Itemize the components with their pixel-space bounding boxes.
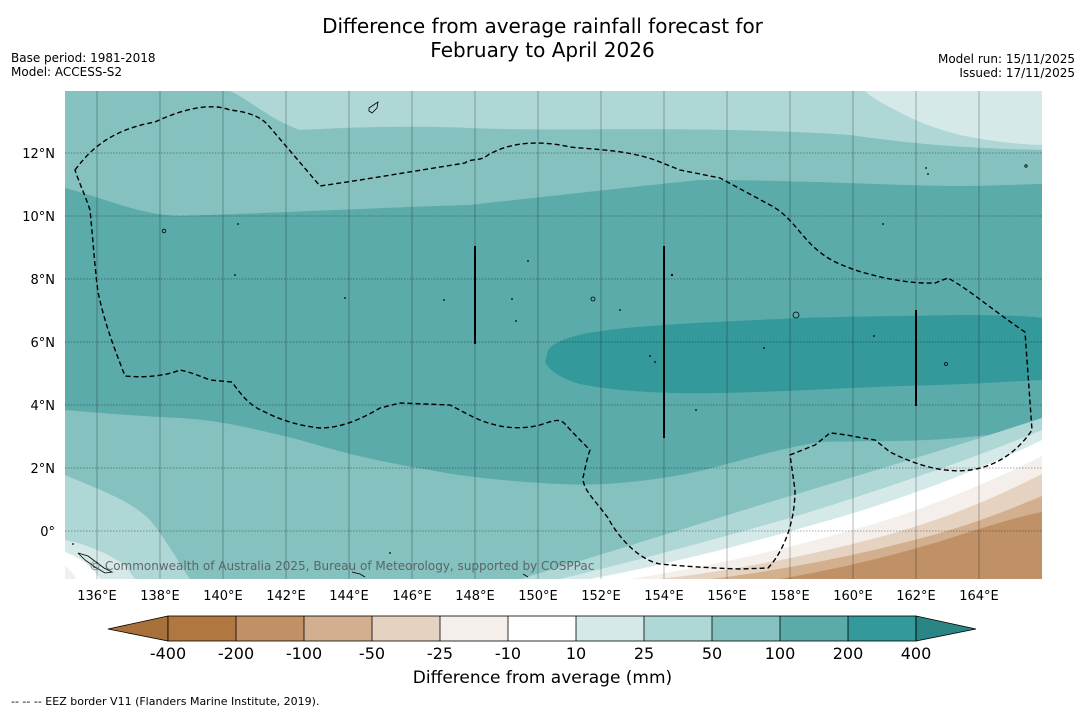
lon-label: 154°E (644, 589, 684, 604)
lat-label: 12°N (22, 147, 55, 162)
colorbar-label: 10 (565, 644, 587, 663)
lon-label: 146°E (392, 589, 432, 604)
copyright-text: © Commonwealth of Australia 2025, Bureau… (89, 559, 594, 573)
meta-left: Base period: 1981-2018 Model: ACCESS-S2 (11, 51, 156, 79)
contour-200-400 (545, 315, 1042, 394)
lon-label: 138°E (140, 589, 180, 604)
colorbar-label: -10 (494, 644, 522, 663)
colorbar-extend-high (915, 615, 977, 642)
gridlines (96, 91, 980, 579)
rainfall-contours (65, 91, 1042, 579)
colorbar-swatch-6 (508, 616, 576, 641)
colorbar-label: -200 (217, 644, 255, 663)
lon-label: 136°E (77, 589, 117, 604)
colorbar-label: -25 (426, 644, 454, 663)
colorbar-label: -400 (149, 644, 187, 663)
colorbar-label: -50 (358, 644, 386, 663)
lat-tick-labels: 12°N 10°N 8°N 6°N 4°N 2°N 0° (22, 147, 55, 540)
lon-label: 158°E (770, 589, 810, 604)
tiny-islands (72, 167, 929, 554)
colorbar-title: Difference from average (mm) (412, 668, 673, 688)
colorbar-swatch-3 (304, 616, 372, 641)
colorbar-swatch-7 (576, 616, 644, 641)
contour-neg-west (65, 566, 76, 579)
contour-25-50-north (230, 91, 1042, 150)
colorbar-swatch-2 (236, 616, 304, 641)
eez-boundary (74, 106, 1033, 570)
lat-label: 0° (40, 525, 55, 540)
title-line-1: Difference from average rainfall forecas… (322, 14, 763, 38)
colorbar-swatch-5 (440, 616, 508, 641)
islands (77, 101, 1028, 578)
colorbar-label: 400 (900, 644, 932, 663)
lat-label: 10°N (22, 210, 55, 225)
colorbar (107, 615, 977, 642)
colorbar-swatch-1 (168, 616, 236, 641)
lat-gridlines (65, 152, 1042, 532)
colorbar-extend-low (107, 615, 169, 642)
vertical-markers (474, 246, 917, 438)
colorbar-swatch-8 (644, 616, 712, 641)
lon-label: 160°E (833, 589, 873, 604)
colorbar-label: 25 (633, 644, 655, 663)
contour-100-200 (65, 180, 1042, 485)
colorbar-label: 50 (701, 644, 723, 663)
lon-label: 152°E (581, 589, 621, 604)
eez-footnote: -- -- -- EEZ border V11 (Flanders Marine… (11, 695, 320, 708)
lon-label: 144°E (329, 589, 369, 604)
lat-label: 4°N (31, 399, 56, 414)
contour-10-25-north (865, 91, 1042, 145)
colorbar-label: 200 (832, 644, 864, 663)
lat-label: 8°N (31, 273, 56, 288)
lon-label: 148°E (455, 589, 495, 604)
lon-label: 164°E (959, 589, 999, 604)
map-title: Difference from average rainfall forecas… (0, 14, 1085, 62)
lon-label: 142°E (266, 589, 306, 604)
contour-neg100-southeast (780, 512, 1042, 579)
title-line-2: February to April 2026 (430, 38, 655, 62)
colorbar-swatch-4 (372, 616, 440, 641)
issued-date: Issued: 17/11/2025 (959, 66, 1075, 80)
lon-label: 140°E (203, 589, 243, 604)
colorbar-swatch-10 (780, 616, 848, 641)
lon-label: 162°E (896, 589, 936, 604)
lon-label: 150°E (518, 589, 558, 604)
lon-tick-labels: 136°E 138°E 140°E 142°E 144°E 146°E 148°… (77, 589, 999, 604)
lon-label: 156°E (707, 589, 747, 604)
colorbar-label: -100 (285, 644, 323, 663)
lat-label: 6°N (31, 336, 56, 351)
contour-neutral-west (65, 552, 100, 579)
colorbar-swatch-11 (848, 616, 916, 641)
model-name: Model: ACCESS-S2 (11, 65, 123, 79)
colorbar-label: 100 (764, 644, 796, 663)
lat-label: 2°N (31, 462, 56, 477)
colorbar-swatch-9 (712, 616, 780, 641)
base-period: Base period: 1981-2018 (11, 51, 156, 65)
model-run: Model run: 15/11/2025 (937, 52, 1075, 66)
meta-right: Model run: 15/11/2025 Issued: 17/11/2025 (938, 52, 1075, 80)
